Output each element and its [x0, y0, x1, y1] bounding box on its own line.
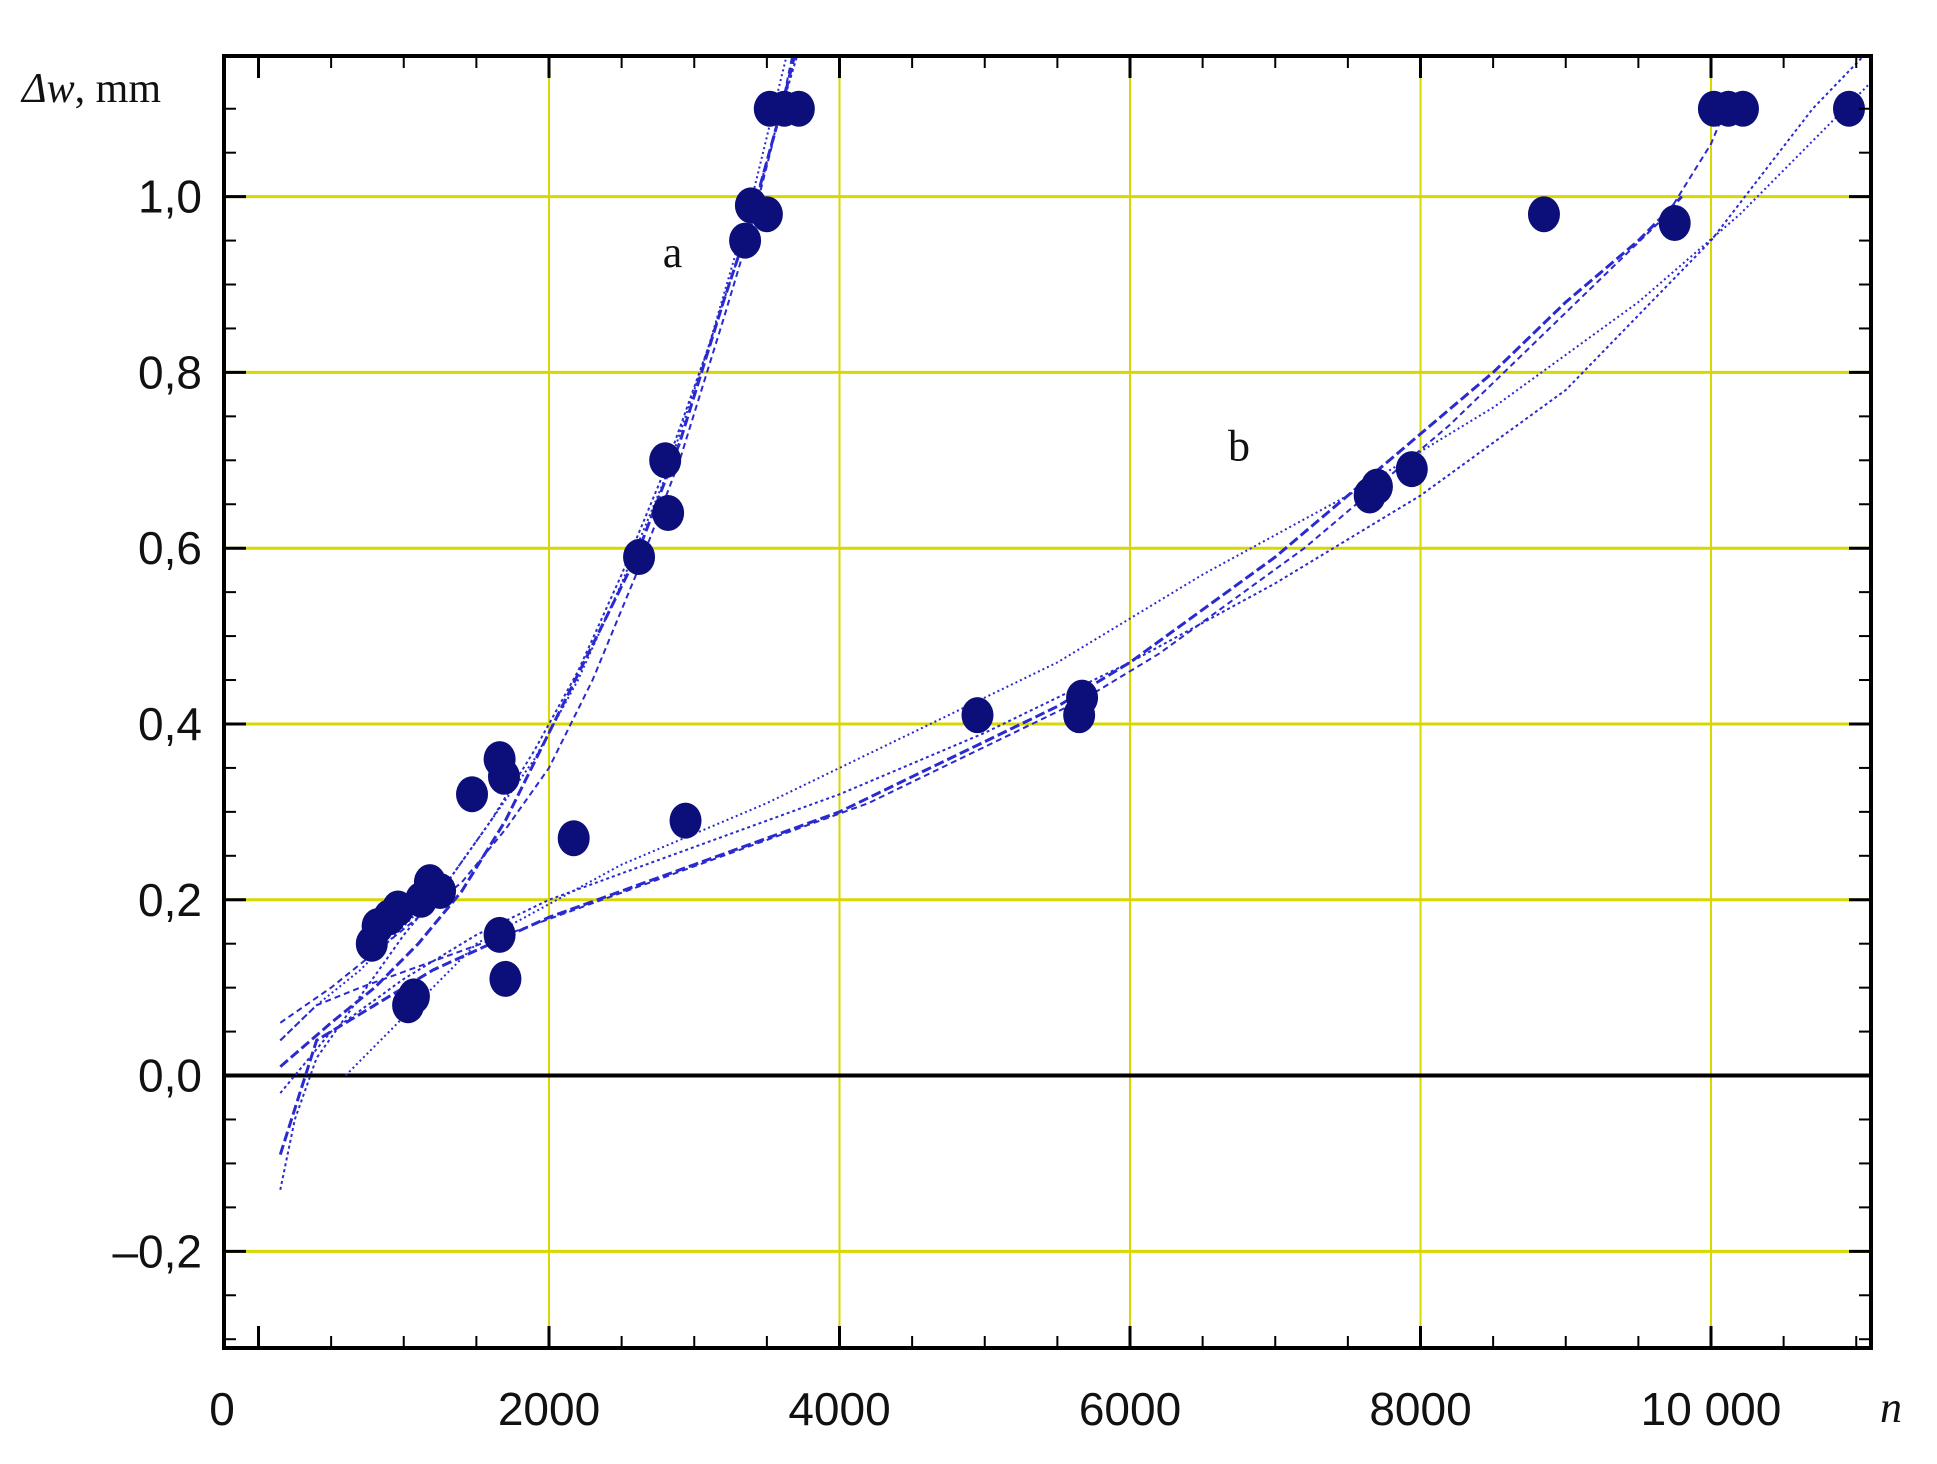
grid [224, 56, 1871, 1348]
y-tick-label: 0,2 [138, 874, 202, 926]
data-point-b [1832, 90, 1865, 127]
data-point-b [483, 916, 516, 953]
data-point-a [424, 872, 457, 909]
data-point-b [557, 820, 590, 857]
data-point-a [623, 538, 656, 575]
x-tick-label: 4000 [788, 1383, 890, 1435]
data-point-b [1360, 468, 1393, 505]
series-label-a: a [663, 228, 683, 277]
data-point-a [487, 758, 520, 795]
x-tick-label: 8000 [1369, 1383, 1471, 1435]
data-point-a [397, 978, 430, 1015]
fit-curve-a [279, 56, 799, 1191]
y-tick-label: –0,2 [112, 1225, 202, 1277]
data-point-a [750, 196, 783, 233]
y-tick-label: 0,6 [138, 522, 202, 574]
fit-curve-b [278, 195, 1683, 1156]
data-point-b [1726, 90, 1759, 127]
data-point-b [1395, 451, 1428, 488]
y-tick-label: 0,4 [138, 698, 202, 750]
data-point-a [649, 442, 682, 479]
data-point-b [489, 960, 522, 997]
fit-curves [278, 56, 1871, 1191]
x-tick-label: 10 000 [1641, 1383, 1782, 1435]
data-point-b [1658, 204, 1691, 241]
data-points [355, 90, 1865, 1024]
data-point-a [729, 222, 762, 259]
data-point-b [961, 697, 994, 734]
data-point-a [782, 90, 815, 127]
data-point-b [1066, 679, 1099, 716]
x-tick-label: 2000 [498, 1383, 600, 1435]
fit-curve-b [344, 81, 1871, 1077]
fit-curve-b [279, 90, 1734, 1042]
axis-labels: 0 2000 4000 6000 8000 10 000 –0,2 0,0 0,2 0,4 0,6 0… [112, 171, 1781, 1435]
plot-frame [222, 54, 1873, 1350]
axis-ticks [224, 56, 1871, 1348]
data-point-b [1527, 196, 1560, 233]
x-tick-label: 6000 [1079, 1383, 1181, 1435]
data-point-b [669, 802, 702, 839]
fit-curve-b [279, 56, 1865, 1094]
y-axis-label-unit: , mm [75, 66, 162, 112]
series-label-b: b [1228, 421, 1250, 470]
fit-curve-a [279, 56, 788, 1042]
y-tick-label: 0,0 [138, 1050, 202, 1102]
x-tick-label: 0 [209, 1383, 235, 1435]
y-axis-label-main: Δw [20, 66, 75, 112]
data-point-a [456, 776, 489, 813]
y-axis-label: Δw, mm [20, 66, 161, 112]
y-tick-label: 1,0 [138, 171, 202, 223]
data-point-a [652, 495, 685, 532]
fit-curve-a [279, 56, 794, 1024]
y-tick-label: 0,8 [138, 346, 202, 398]
x-axis-label: n [1880, 1383, 1902, 1432]
